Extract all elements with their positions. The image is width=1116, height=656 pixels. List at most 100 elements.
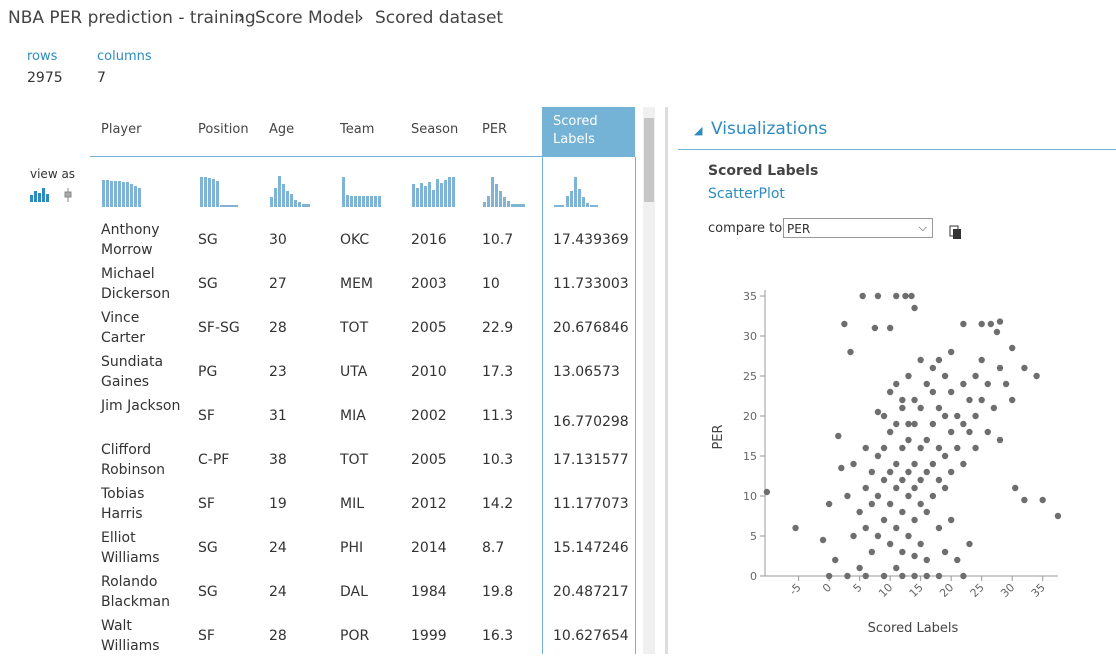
x-tick-label: 15 [907,581,926,600]
point [874,492,882,500]
point [972,372,979,380]
cell: PG [198,364,218,380]
point [886,540,894,548]
cell: 11.177073 [553,496,629,512]
point [874,408,882,416]
point [902,292,909,300]
point [935,444,943,452]
cell: MEM [340,276,374,292]
point [978,356,985,364]
column-header[interactable]: PER [482,122,508,137]
point [1008,344,1016,352]
cell: 11.3 [482,408,514,424]
cell: 27 [269,276,287,292]
compare-select[interactable]: PER ⌵ [783,218,933,238]
column-header[interactable]: Team [340,122,375,137]
copy-icon[interactable] [948,224,962,240]
cell: 28 [269,628,287,644]
stat-label: rows [27,49,58,64]
point [923,436,930,444]
separator: › [238,8,245,28]
cell: 11.733003 [553,276,629,292]
point [880,444,888,452]
cell: SG [198,584,218,600]
point [1021,364,1028,372]
point [1039,496,1046,504]
cell: POR [340,628,370,644]
point [856,508,863,516]
point [1012,484,1019,492]
point [947,428,955,436]
point [893,292,900,300]
point [935,404,943,412]
point [996,436,1004,444]
scrollbar-track[interactable] [643,107,655,654]
player-name: Vince Carter [101,310,145,346]
panel-title[interactable]: Visualizations [711,119,828,139]
point [832,556,839,564]
point [911,484,918,492]
column-header[interactable]: Season [411,122,459,137]
point [899,444,906,452]
point [886,428,894,436]
point [886,388,894,396]
point [862,572,869,580]
x-tick-label: 30 [998,581,1017,600]
cell: C-PF [198,452,230,468]
scrollbar-thumb[interactable] [644,118,654,202]
cell: 24 [269,584,287,600]
selected-header[interactable] [542,107,635,157]
point [886,324,894,332]
point [984,380,991,388]
point [917,500,924,508]
point [874,292,882,300]
point [899,476,906,484]
point [905,420,912,428]
cell: 8.7 [482,540,505,556]
point [899,404,906,412]
column-header[interactable]: Position [198,122,249,137]
cell: 30 [269,232,287,248]
column-header[interactable]: Scored Labels [553,114,598,147]
point [923,468,930,476]
point [862,444,869,452]
player-name: Clifford Robinson [101,442,166,478]
breadcrumb-item[interactable]: Score Model [255,8,360,28]
point [917,444,924,452]
splitter[interactable] [665,107,668,654]
cell: 1984 [411,584,447,600]
point [880,572,888,580]
cell: TOT [340,452,369,468]
column-header[interactable]: Age [269,122,295,137]
view-icons[interactable] [28,185,78,205]
point [905,436,912,444]
point [886,468,894,476]
cell: 10.7 [482,232,514,248]
point [954,412,961,420]
column-header[interactable]: Player [101,122,142,137]
point [893,524,900,532]
collapse-icon[interactable]: ◢ [694,124,703,137]
point [935,572,943,580]
point [947,348,955,356]
point [911,552,918,560]
cell: 2002 [411,408,447,424]
cell: SG [198,276,218,292]
point [899,548,906,556]
cell: 10 [482,276,500,292]
y-tick-label: 20 [743,410,757,423]
cell: OKC [340,232,370,248]
point [1008,396,1016,404]
point [856,564,863,572]
cell: 17.439369 [553,232,629,248]
point [923,380,930,388]
y-tick-label: 30 [743,330,757,343]
breadcrumb-item[interactable]: NBA PER prediction - training [8,8,256,28]
viz-column: Scored Labels [708,163,819,179]
viz-type[interactable]: ScatterPlot [708,186,785,202]
cell: 13.06573 [553,364,620,380]
cell: 14.2 [482,496,514,512]
dropdown-arrow: ⌵ [918,221,927,234]
